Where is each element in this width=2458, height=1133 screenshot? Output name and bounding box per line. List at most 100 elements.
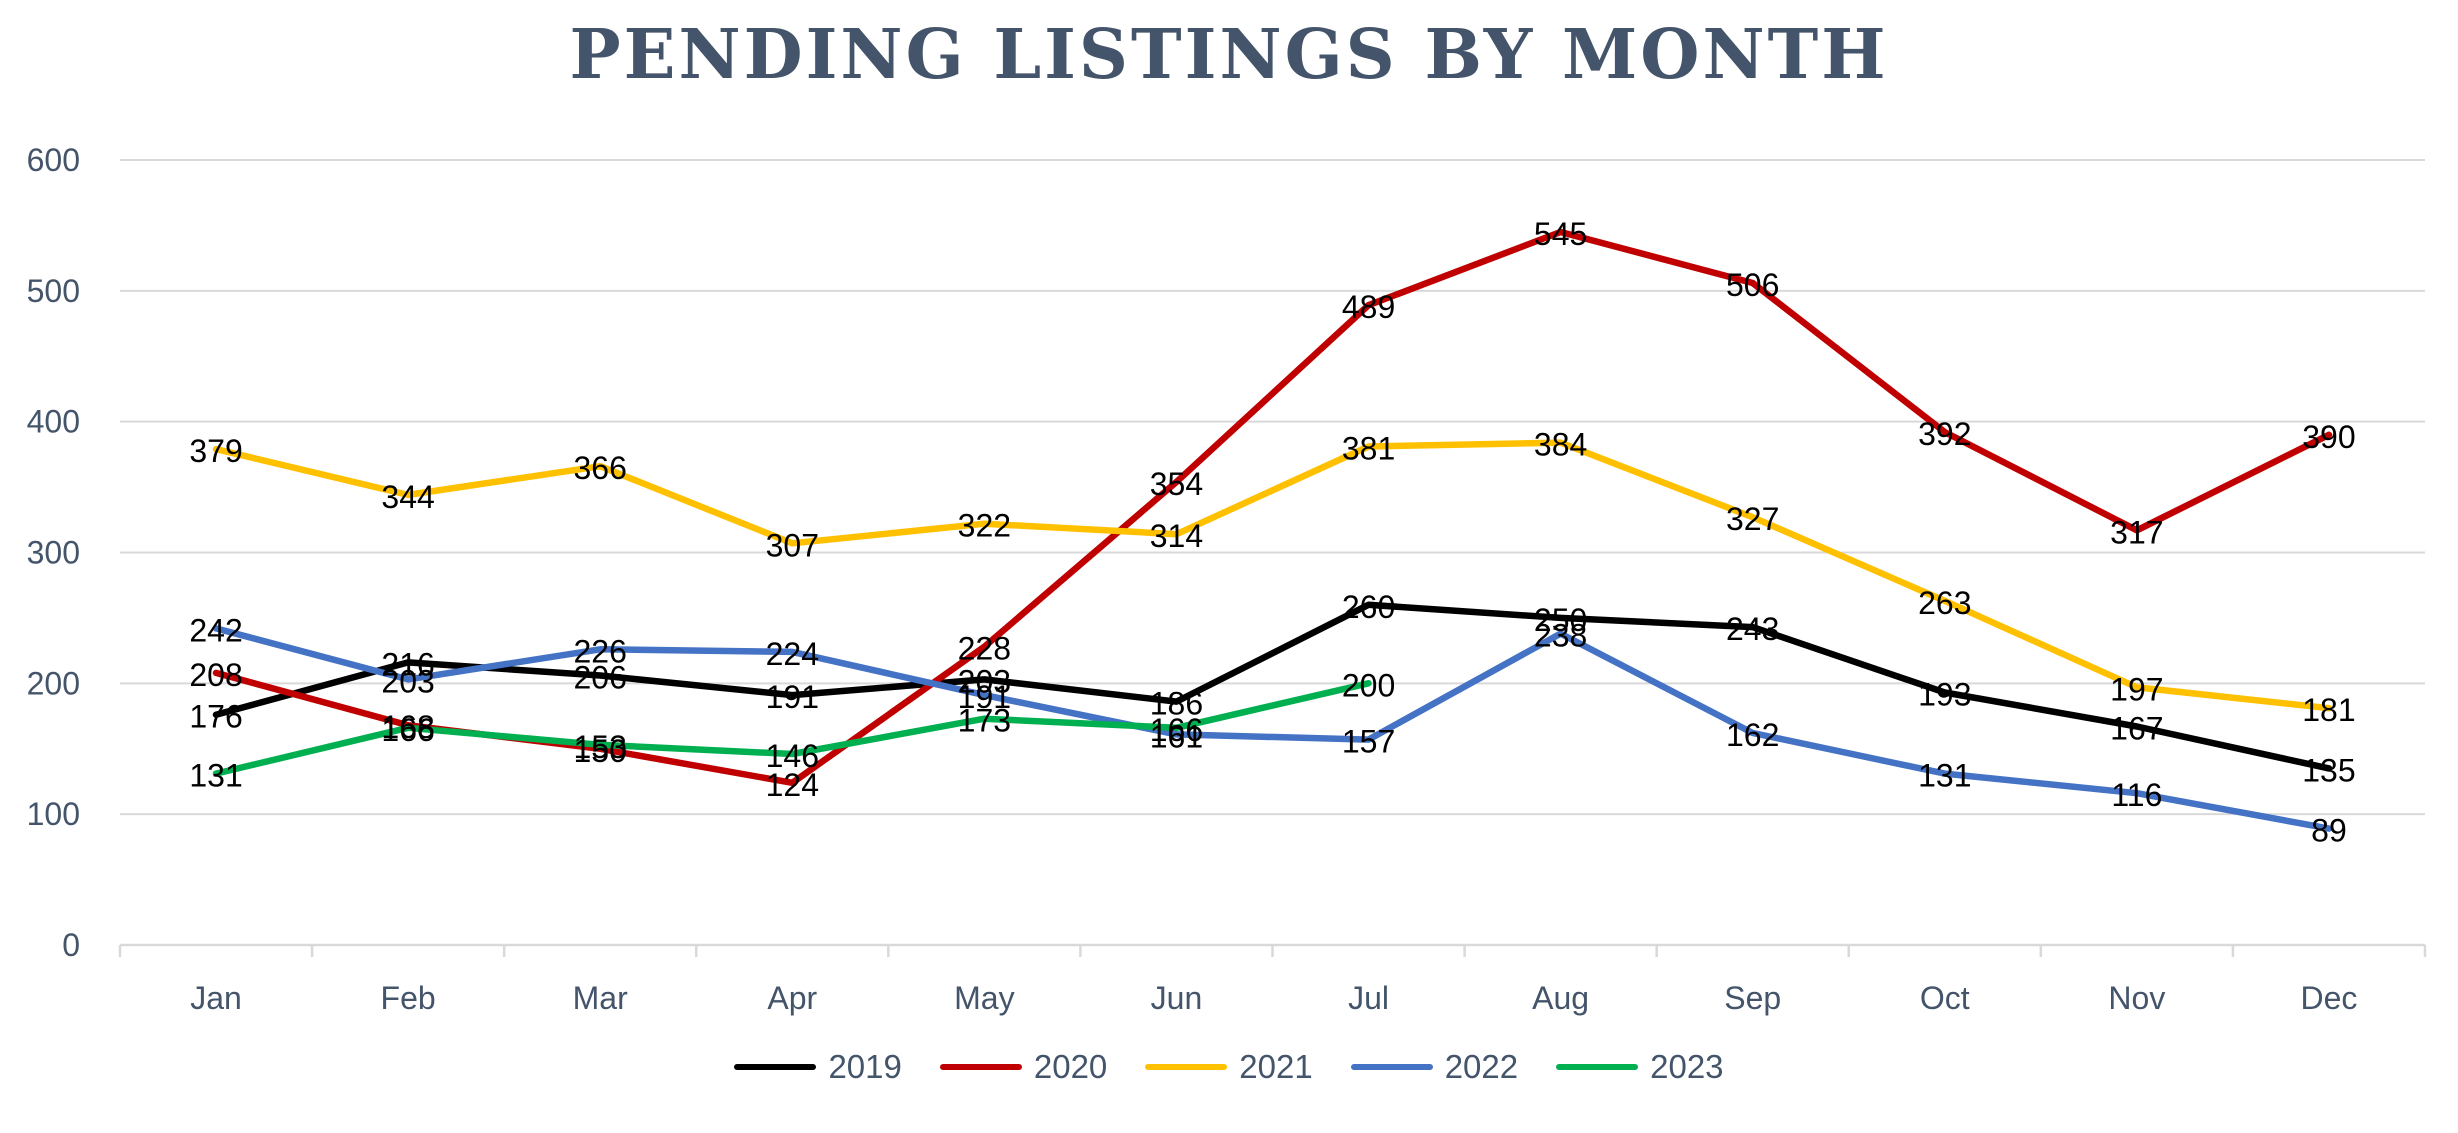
legend-swatch: [1350, 1064, 1433, 1070]
chart-legend: 2019 2020 2021 2022 2023: [0, 1048, 2458, 1086]
data-label-2023: 166: [381, 712, 434, 748]
y-tick-label: 100: [27, 796, 80, 832]
legend-item-2021: 2021: [1145, 1048, 1313, 1086]
series-line-2022: [212, 625, 2333, 832]
data-label-2021: 314: [1150, 518, 1203, 554]
data-label-2023: 131: [189, 758, 242, 794]
data-label-2019: 260: [1342, 589, 1395, 625]
data-label-2021: 197: [2110, 671, 2163, 707]
x-tick-label: Oct: [1920, 980, 1970, 1016]
data-label-2022: 157: [1342, 724, 1395, 760]
y-tick-label: 600: [27, 142, 80, 178]
data-label-2021: 307: [766, 527, 819, 563]
gridlines: [120, 159, 2425, 816]
data-label-2022: 191: [958, 679, 1011, 715]
data-label-2022: 203: [381, 663, 434, 699]
legend-item-2020: 2020: [939, 1048, 1108, 1086]
x-tick-label: Sep: [1724, 980, 1781, 1016]
data-label-2020: 545: [1534, 216, 1587, 252]
legend-item-2019: 2019: [734, 1048, 902, 1086]
x-tick-label: Jun: [1151, 980, 1203, 1016]
legend-swatch: [1145, 1064, 1228, 1070]
data-label-2023: 146: [766, 738, 819, 774]
y-tick-label: 0: [62, 927, 80, 963]
legend-label: 2023: [1650, 1048, 1724, 1085]
x-tick-label: Nov: [2108, 980, 2165, 1016]
data-label-2021: 181: [2302, 692, 2355, 728]
x-tick-label: Dec: [2301, 980, 2358, 1016]
data-label-2020: 124: [766, 767, 819, 803]
data-label-2022: 116: [2111, 777, 2162, 813]
legend-swatch: [734, 1064, 817, 1070]
data-label-2019: 135: [2302, 752, 2355, 788]
data-label-2023: 200: [1342, 667, 1395, 703]
data-label-2019: 176: [189, 699, 242, 735]
y-tick-label: 500: [27, 273, 80, 309]
y-tick-label: 300: [27, 535, 80, 571]
data-label-2020: 228: [958, 631, 1011, 667]
data-label-2019: 167: [2110, 711, 2163, 747]
data-label-2020: 489: [1342, 289, 1395, 325]
chart-title: PENDING LISTINGS BY MONTH: [569, 15, 1889, 95]
x-tick-label: Jul: [1348, 980, 1389, 1016]
data-label-2022: 226: [574, 633, 627, 669]
data-label-2020: 390: [2302, 419, 2355, 455]
data-label-2021: 384: [1534, 427, 1587, 463]
series-lines: [212, 228, 2333, 832]
series-line-2019: [212, 601, 2333, 772]
data-label-2022: 162: [1726, 717, 1779, 753]
x-tick-label: Mar: [573, 980, 628, 1016]
x-tick-label: Jan: [190, 980, 242, 1016]
data-label-2022: 131: [1918, 758, 1971, 794]
data-label-2020: 317: [2110, 514, 2163, 550]
data-label-2021: 327: [1726, 501, 1779, 537]
data-label-2019: 250: [1534, 602, 1587, 638]
y-tick-label: 200: [27, 665, 80, 701]
data-label-2021: 366: [574, 450, 627, 486]
data-label-2023: 153: [574, 729, 627, 765]
data-label-2023: 166: [1150, 712, 1203, 748]
data-label-2022: 242: [189, 612, 242, 648]
legend-swatch: [1556, 1064, 1639, 1070]
legend-label: 2021: [1239, 1048, 1313, 1085]
data-label-2022: 224: [766, 636, 819, 672]
data-label-2019: 206: [574, 659, 627, 695]
legend-label: 2019: [828, 1048, 902, 1085]
data-label-2020: 168: [381, 709, 434, 745]
data-label-2020: 392: [1918, 416, 1971, 452]
data-label-2022: 161: [1150, 718, 1203, 754]
legend-label: 2020: [1033, 1048, 1108, 1085]
axes: 0 100 200 300 400 500 600 Jan Feb Mar Apr May Jun Jul…: [27, 142, 2427, 1016]
legend-swatch: [939, 1064, 1022, 1070]
data-label-2021: 263: [1918, 585, 1971, 621]
data-label-2021: 381: [1342, 431, 1395, 467]
data-label-2019: 216: [381, 646, 434, 682]
data-label-2021: 344: [381, 479, 434, 515]
series-line-2023: [212, 680, 1372, 777]
legend-item-2023: 2023: [1556, 1048, 1724, 1086]
data-label-2021: 322: [958, 508, 1011, 544]
data-label-2019: 193: [1918, 676, 1971, 712]
data-label-2019: 203: [958, 663, 1011, 699]
data-label-2020: 150: [574, 733, 627, 769]
data-label-2022: 238: [1534, 618, 1587, 654]
legend-item-2022: 2022: [1350, 1048, 1519, 1086]
y-tick-label: 400: [27, 404, 80, 440]
x-tick-label: May: [954, 980, 1014, 1016]
data-label-2019: 243: [1726, 611, 1779, 647]
x-tick-label: Aug: [1532, 980, 1589, 1016]
legend-label: 2022: [1444, 1048, 1519, 1085]
data-label-2023: 173: [958, 703, 1011, 739]
data-label-2019: 186: [1150, 686, 1203, 722]
data-label-2020: 354: [1150, 466, 1203, 502]
data-label-2020: 208: [189, 657, 242, 693]
series-line-2021: [212, 439, 2333, 712]
data-label-2019: 191: [766, 679, 819, 715]
x-tick-label: Apr: [767, 980, 817, 1016]
data-label-2022: 89: [2311, 813, 2347, 849]
data-label-2020: 506: [1726, 267, 1779, 303]
series-line-2020: [212, 228, 2333, 787]
